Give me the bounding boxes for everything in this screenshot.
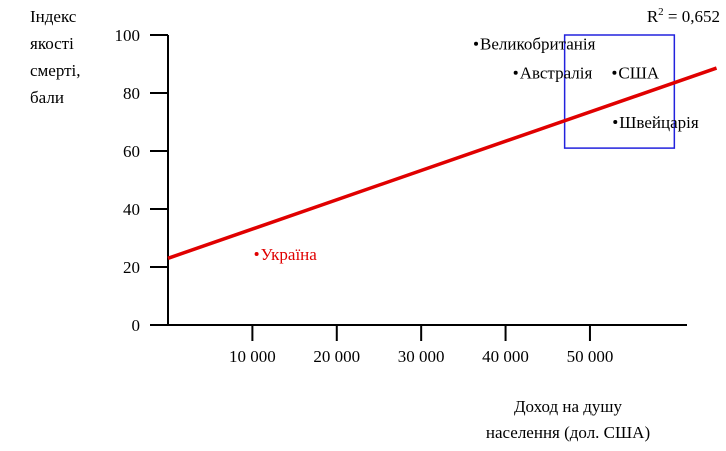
point [613,120,618,124]
y-tick-label: 20 [123,258,140,277]
y-tick-label: 60 [123,142,140,161]
y-axis-label: якості [30,34,74,53]
r2-base: R [647,7,659,26]
x-tick-label: 40 000 [482,347,529,366]
r2-label: R2 = 0,652 [647,6,720,26]
x-tick-label: 50 000 [567,347,614,366]
point [474,41,479,46]
point [612,70,617,75]
r2-rest: = 0,652 [664,7,720,26]
y-axis-label: Індекс [30,7,77,26]
y-tick-label: 40 [123,200,140,219]
x-axis-label: Доход на душу [514,397,623,416]
x-tick-label: 30 000 [398,347,445,366]
point [254,251,259,256]
r2-sup: 2 [658,6,664,18]
point-label: Австралія [520,64,593,83]
y-tick-label: 0 [132,316,141,335]
y-tick-label: 80 [123,84,140,103]
point-label: Україна [261,245,318,264]
y-axis-label: смерті, [30,61,81,80]
point-label: США [618,64,659,83]
trend-line [167,66,718,260]
y-axis-label: бали [30,88,64,107]
x-axis-label: населення (дол. США) [486,423,650,442]
point [513,70,518,75]
x-tick-label: 10 000 [229,347,276,366]
highlight-box [563,34,676,149]
point-label: Великобританія [480,35,596,54]
point-label: Швейцарія [619,113,699,132]
x-tick-label: 20 000 [313,347,360,366]
y-tick-label: 100 [115,26,141,45]
